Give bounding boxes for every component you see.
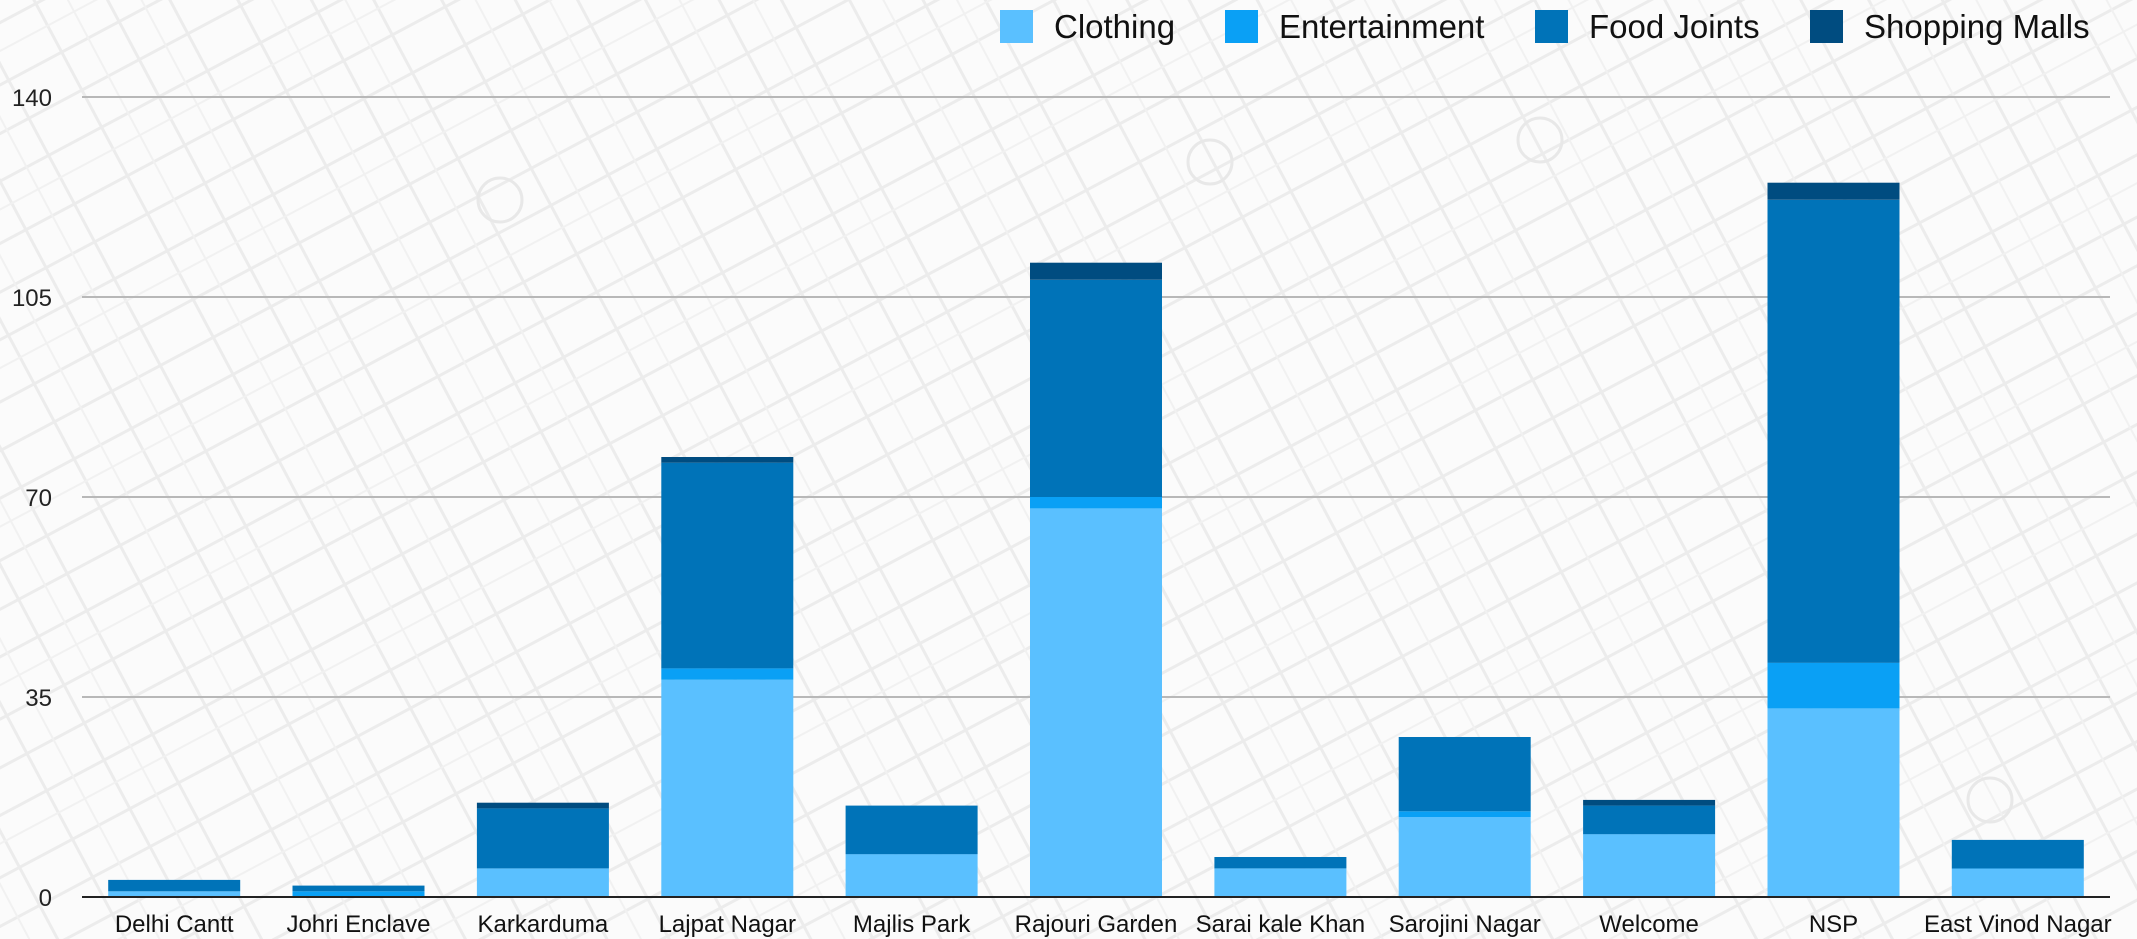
y-tick-label: 35 — [25, 685, 52, 712]
bar-segment — [1767, 182, 1900, 200]
bar-segment — [1030, 497, 1162, 509]
y-tick-label: 0 — [39, 885, 52, 912]
bar-segment — [1951, 868, 2084, 897]
x-category-label: Rajouri Garden — [1015, 911, 1178, 938]
bar-segment — [1030, 279, 1162, 497]
x-category-label: Majlis Park — [853, 911, 971, 938]
x-category-label: NSP — [1809, 911, 1858, 938]
x-category-label: Johri Enclave — [286, 911, 430, 938]
bar-segment — [1214, 868, 1347, 897]
bar-segment — [108, 879, 241, 892]
x-category-label: Welcome — [1599, 911, 1699, 938]
bar-segment — [292, 891, 425, 897]
x-category-label: Karkarduma — [478, 911, 609, 938]
y-tick-label: 140 — [12, 85, 52, 112]
bar-segment — [1767, 199, 1900, 663]
bars-layer — [108, 182, 2084, 897]
bar-segment — [476, 802, 609, 809]
legend-swatch — [1225, 10, 1258, 43]
x-category-label: East Vinod Nagar — [1924, 911, 2112, 938]
legend-label: Shopping Malls — [1864, 8, 2090, 45]
bar-segment — [1583, 834, 1716, 897]
legend: Clothing Entertainment Food Joints Shopping… — [1000, 8, 2090, 45]
y-tick-label: 70 — [25, 485, 52, 512]
legend-label: Entertainment — [1279, 8, 1484, 45]
bar-segment — [1583, 805, 1716, 835]
bar-segment — [845, 854, 978, 897]
bar-segment — [845, 805, 978, 855]
bar-segment — [108, 891, 241, 897]
legend-swatch — [1810, 10, 1843, 43]
bar-segment — [661, 679, 794, 897]
bar-segment — [1398, 737, 1531, 812]
x-category-label: Sarojini Nagar — [1389, 911, 1541, 938]
bar-segment — [1398, 811, 1531, 817]
bar-segment — [1767, 662, 1900, 709]
bar-segment — [476, 808, 609, 869]
x-category-label: Lajpat Nagar — [659, 911, 796, 938]
legend-label: Food Joints — [1589, 8, 1760, 45]
bar-segment — [1951, 839, 2084, 869]
bar-segment — [1030, 508, 1162, 897]
bar-segment — [661, 457, 794, 463]
bar-segment — [292, 885, 425, 892]
legend-swatch — [1535, 10, 1568, 43]
y-tick-label: 105 — [12, 285, 52, 312]
legend-swatch — [1000, 10, 1033, 43]
bar-segment — [476, 868, 609, 897]
x-category-label: Sarai kale Khan — [1196, 911, 1365, 938]
bar-segment — [1030, 262, 1162, 280]
bar-segment — [661, 668, 794, 680]
legend-label: Clothing — [1054, 8, 1175, 45]
bar-segment — [1767, 708, 1900, 897]
x-category-label: Delhi Cantt — [115, 911, 234, 938]
bar-segment — [661, 462, 794, 669]
bar-segment — [1214, 857, 1347, 869]
bar-segment — [1583, 799, 1716, 806]
bar-segment — [1398, 817, 1531, 897]
axis-layer: 0 35 70 105 140 Delhi Cantt Johri Enclave Karka… — [12, 85, 2112, 938]
